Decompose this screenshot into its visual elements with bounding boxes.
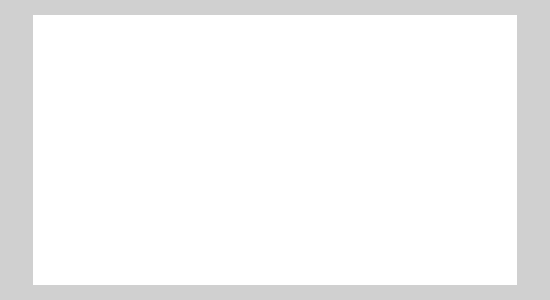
Text: Temperature
Sensing: Temperature Sensing	[366, 242, 434, 262]
Text: Tip Motion: Tip Motion	[363, 171, 421, 180]
Text: Command: Command	[56, 177, 109, 186]
Text: Probe
Array: Probe Array	[314, 170, 346, 193]
Bar	[224, 230, 304, 283]
Text: Temperature
Feedback: Temperature Feedback	[96, 242, 164, 262]
Bar	[176, 80, 231, 133]
Text: Actuating Force: Actuating Force	[374, 136, 458, 146]
Text: Power
Supply: Power Supply	[82, 63, 118, 83]
Text: Thermal
Actuator: Thermal Actuator	[305, 95, 355, 118]
Text: Driver: Driver	[185, 101, 222, 112]
Text: Control
Signal: Control Signal	[228, 131, 268, 151]
Bar	[301, 155, 359, 208]
Bar	[169, 155, 238, 208]
Text: Controller: Controller	[175, 176, 232, 187]
Bar	[290, 80, 370, 133]
Text: Thermistor
Sensor: Thermistor Sensor	[233, 245, 295, 268]
